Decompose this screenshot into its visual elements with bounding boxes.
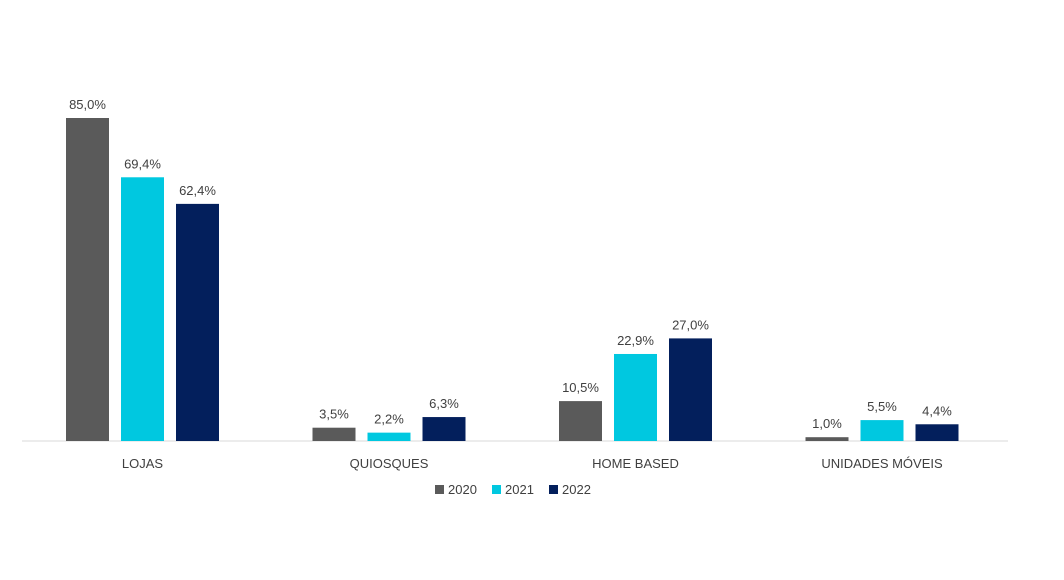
bars-group: 85,0% 69,4% 62,4% 3,5% 2,2% 6,3% 10,5% 22,9% 27,… — [66, 97, 959, 441]
data-label-2022-2: 27,0% — [672, 317, 709, 332]
data-label-2020-0: 85,0% — [69, 97, 106, 112]
bar-2020-3 — [805, 437, 849, 441]
bar-2020-2 — [559, 401, 602, 441]
bar-2020-1 — [312, 427, 356, 441]
legend-label-2020: 2020 — [448, 482, 477, 497]
bar-2020-0 — [66, 118, 109, 441]
data-label-2020-3: 1,0% — [812, 416, 842, 431]
data-label-2021-3: 5,5% — [867, 399, 897, 414]
bar-2022-0 — [176, 203, 219, 441]
legend-swatch-2020 — [435, 485, 444, 494]
data-label-2022-1: 6,3% — [429, 396, 459, 411]
legend-swatch-2021 — [492, 485, 501, 494]
legend-label-2021: 2021 — [505, 482, 534, 497]
bar-2021-2 — [614, 353, 657, 441]
data-label-2021-1: 2,2% — [374, 412, 404, 427]
legend: 2020 2021 2022 — [435, 482, 591, 497]
bar-2021-1 — [367, 432, 411, 441]
bar-2022-1 — [422, 417, 466, 441]
data-label-2022-0: 62,4% — [179, 183, 216, 198]
bar-2022-2 — [669, 338, 712, 441]
bar-2021-0 — [121, 177, 164, 441]
category-label-2: HOME BASED — [592, 456, 679, 471]
data-label-2020-2: 10,5% — [562, 380, 599, 395]
category-label-1: QUIOSQUES — [350, 456, 429, 471]
data-label-2021-2: 22,9% — [617, 333, 654, 348]
legend-swatch-2022 — [549, 485, 558, 494]
bar-2021-3 — [860, 420, 904, 441]
data-label-2022-3: 4,4% — [922, 403, 952, 418]
category-label-3: UNIDADES MÓVEIS — [821, 456, 943, 471]
bar-2022-3 — [915, 424, 959, 441]
legend-label-2022: 2022 — [562, 482, 591, 497]
data-label-2020-1: 3,5% — [319, 407, 349, 422]
category-label-0: LOJAS — [122, 456, 164, 471]
category-labels: LOJAS QUIOSQUES HOME BASED UNIDADES MÓVEIS — [122, 456, 943, 471]
data-label-2021-0: 69,4% — [124, 156, 161, 171]
